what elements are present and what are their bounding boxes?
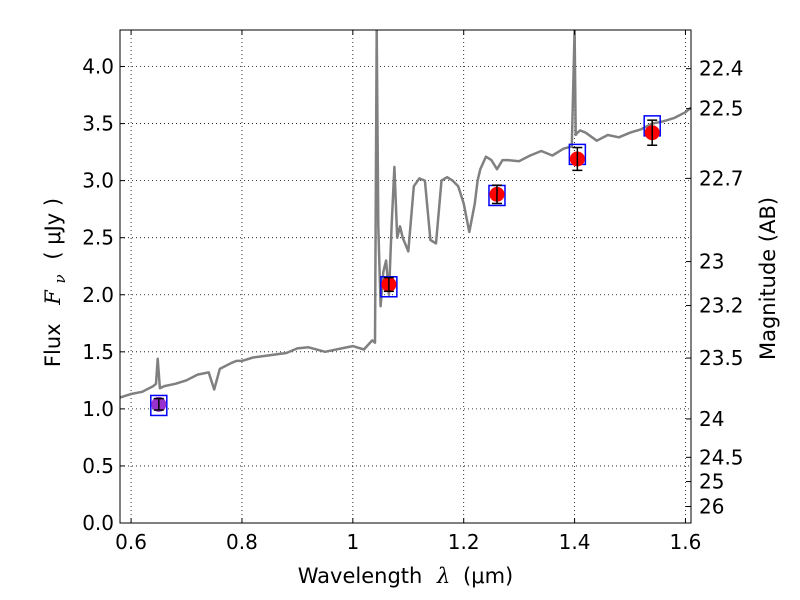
x-tick-label: 1.6: [670, 530, 702, 554]
x-tick-label: 0.6: [115, 530, 147, 554]
y-tick-label: 3.0: [82, 169, 114, 193]
magnitude-tick-label: 26: [699, 495, 724, 519]
magnitude-tick-label: 22.5: [699, 97, 744, 121]
y-axis-label-text: Flux: [41, 323, 65, 367]
model-flux-box: [150, 394, 168, 417]
x-axis-label-units: (μm): [463, 564, 513, 588]
x-axis-label: Wavelength λ (μm): [298, 564, 513, 588]
axis-labels: Wavelength λ (μm) Flux F ν ( μJy ) Magni…: [41, 197, 780, 588]
y-tick-label: 2.0: [82, 283, 114, 307]
magnitude-tick-label: 25: [699, 470, 724, 494]
x-axis-label-text: Wavelength: [298, 564, 423, 588]
x-tick-label: 1: [346, 530, 359, 554]
magnitude-tick-label: 22.4: [699, 57, 744, 81]
spectrum-layer: [120, 30, 691, 399]
magnitude-tick-label: 24: [699, 407, 724, 431]
x-tick-label: 1.4: [559, 530, 591, 554]
magnitude-tick-label: 23.2: [699, 294, 744, 318]
ticks: 0.6 0.8 1 1.2 1.4 1.6 0.0 0.5 1.0 1.5 2.0 2.5 3.0 3.5…: [82, 30, 744, 554]
y-tick-label: 0.5: [82, 454, 114, 478]
y-axis-label-symbol: F: [41, 289, 65, 306]
magnitude-tick-label: 23.5: [699, 346, 744, 370]
magnitude-tick-label: 22.7: [699, 166, 744, 190]
grid: [120, 30, 691, 524]
y-axis-label: Flux F ν ( μJy ): [41, 198, 70, 367]
magnitude-axis-label: Magnitude (AB): [756, 197, 780, 360]
y-tick-label: 4.0: [82, 55, 114, 79]
magnitude-tick-label: 24.5: [699, 445, 744, 469]
y-tick-label: 0.0: [82, 511, 114, 535]
x-axis-label-symbol: λ: [436, 564, 450, 588]
y-tick-label: 1.0: [82, 397, 114, 421]
y-tick-label: 2.5: [82, 226, 114, 250]
y-tick-label: 1.5: [82, 340, 114, 364]
x-tick-label: 0.8: [226, 530, 258, 554]
model-spectrum-line: [120, 30, 691, 399]
plot-frame: [119, 29, 692, 524]
x-tick-label: 1.2: [448, 530, 480, 554]
model-flux-box: [380, 276, 398, 298]
magnitude-tick-label: 23: [699, 250, 724, 274]
photometry-layer: [150, 115, 661, 417]
y-axis-label-subscript: ν: [51, 274, 69, 283]
y-tick-label: 3.5: [82, 112, 114, 136]
y-axis-label-units: ( μJy ): [41, 198, 65, 260]
